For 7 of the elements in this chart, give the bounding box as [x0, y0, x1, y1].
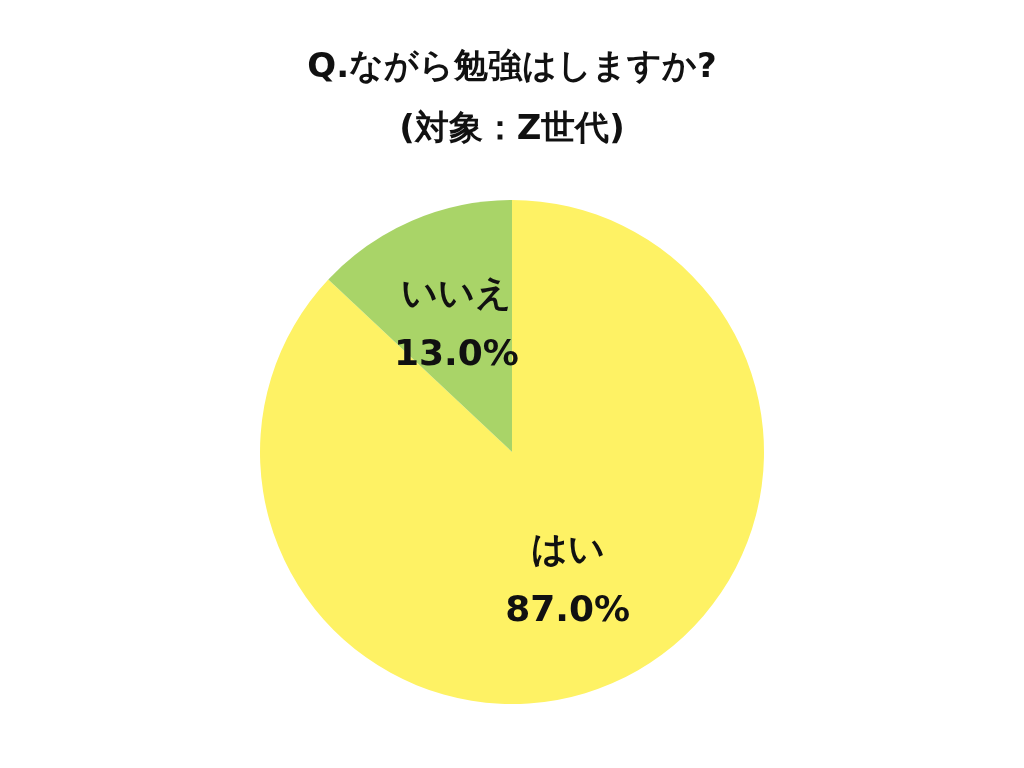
data-label: 13.0%	[393, 331, 519, 373]
text: (対象：Z世代)	[399, 107, 625, 147]
slice-label: いいえ	[400, 271, 512, 313]
pie-slice	[260, 200, 764, 704]
data-label: 87.0%	[505, 588, 631, 630]
slice-label: はい	[530, 528, 605, 570]
text: Q.ながら勉強はしますか?	[307, 45, 717, 85]
